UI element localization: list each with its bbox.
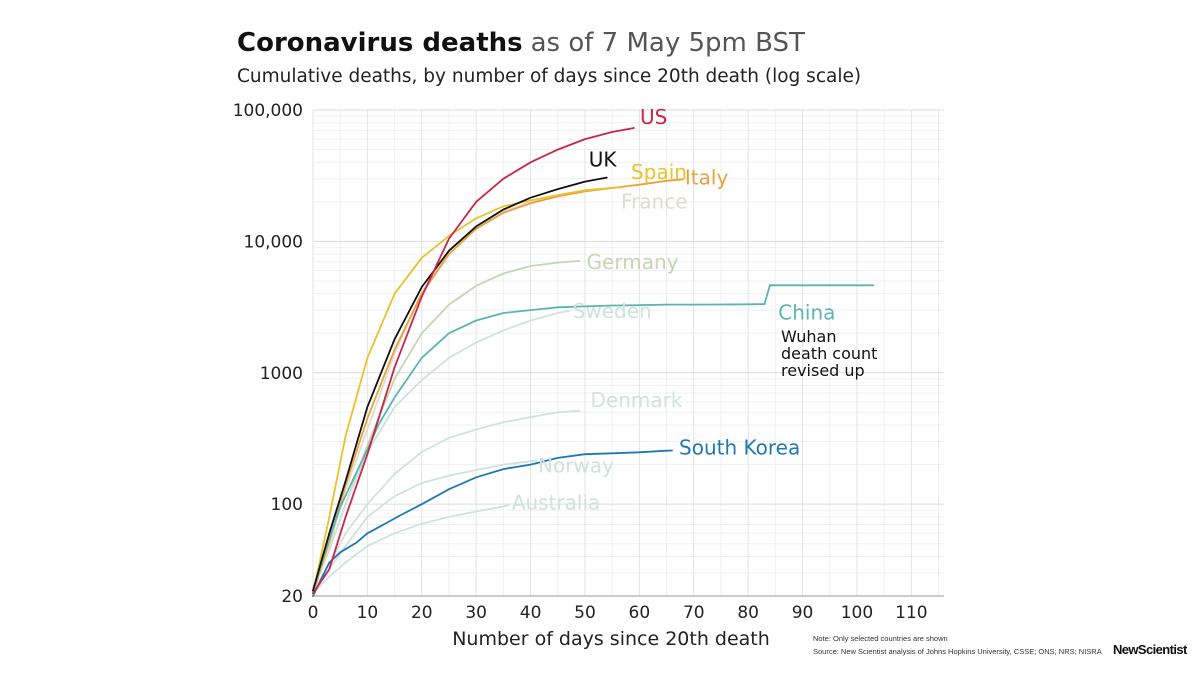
series-label-south-korea: South Korea <box>679 436 800 460</box>
x-tick-label: 100 <box>841 603 873 623</box>
series-label-sweden: Sweden <box>573 299 652 323</box>
x-tick-label: 70 <box>683 603 705 623</box>
series-lines <box>312 127 875 597</box>
series-label-italy: Italy <box>685 165 729 189</box>
chart-title: Coronavirus deaths as of 7 May 5pm BST <box>237 28 805 58</box>
x-tick-label: 0 <box>308 603 319 623</box>
source-text: Source: New Scientist analysis of Johns … <box>813 647 1102 656</box>
annotation-line-1: Wuhan <box>781 327 836 346</box>
series-line-uk <box>312 176 608 592</box>
x-axis-label: Number of days since 20th death <box>452 628 770 650</box>
x-tick-label: 110 <box>895 603 927 623</box>
title-suffix: as of 7 May 5pm BST <box>531 28 805 58</box>
title-main: Coronavirus deaths <box>237 28 523 58</box>
chart-subtitle: Cumulative deaths, by number of days sin… <box>237 66 861 87</box>
x-tick-label: 90 <box>792 603 814 623</box>
x-axis-ticks: 0 10 20 30 40 50 60 70 80 90 100 110 <box>308 603 928 623</box>
note-text: Note: Only selected countries are shown <box>813 634 948 643</box>
series-label-us: US <box>640 105 667 129</box>
x-tick-label: 20 <box>411 603 433 623</box>
x-tick-label: 40 <box>520 603 542 623</box>
y-tick-label: 1000 <box>260 364 303 384</box>
y-tick-label: 100 <box>271 495 303 515</box>
series-line-denmark <box>312 409 581 592</box>
series-line-sweden <box>312 310 570 592</box>
x-tick-label: 80 <box>737 603 759 623</box>
x-tick-label: 50 <box>574 603 596 623</box>
annotation-line-3: revised up <box>781 361 865 380</box>
series-line-norway <box>312 459 537 592</box>
new-scientist-logo: NewScientist <box>1113 642 1188 657</box>
series-label-australia: Australia <box>512 490 600 514</box>
series-label-spain: Spain <box>631 160 687 184</box>
x-tick-label: 10 <box>357 603 379 623</box>
series-line-italy <box>312 178 684 595</box>
series-line-australia <box>312 504 510 595</box>
series-line-us <box>312 127 635 595</box>
y-axis-ticks: 20 100 1000 10,000 100,000 <box>233 101 303 607</box>
y-tick-label: 20 <box>281 587 303 607</box>
annotation-line-2: death count <box>781 344 877 363</box>
y-tick-label: 100,000 <box>233 101 303 121</box>
wuhan-annotation: Wuhan death count revised up <box>781 327 877 380</box>
series-label-france: France <box>621 189 688 213</box>
y-tick-label: 10,000 <box>244 232 303 252</box>
series-label-denmark: Denmark <box>591 388 683 412</box>
series-label-germany: Germany <box>587 250 679 274</box>
series-label-china: China <box>778 300 835 324</box>
series-line-spain <box>312 185 624 595</box>
series-label-uk: UK <box>589 148 618 172</box>
x-tick-label: 30 <box>465 603 487 623</box>
series-line-south-korea <box>312 449 673 597</box>
x-tick-label: 60 <box>629 603 651 623</box>
series-label-norway: Norway <box>538 453 614 477</box>
